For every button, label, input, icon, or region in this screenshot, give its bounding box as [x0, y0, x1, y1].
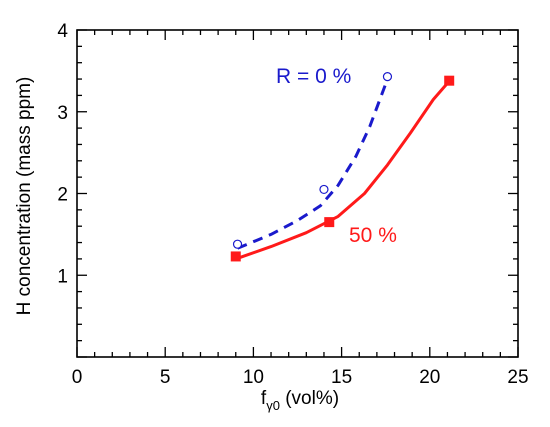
x-tick-label: 5 [160, 367, 171, 388]
x-tick-label: 0 [72, 367, 83, 388]
data-point-r0 [382, 71, 393, 82]
series-line-r0 [236, 78, 389, 250]
plot-layer [230, 71, 455, 262]
data-point-r0 [232, 239, 243, 249]
x-axis-label-suffix: (vol%) [280, 388, 339, 409]
series-label-r0: R = 0 % [276, 65, 351, 88]
series-line-r50 [235, 78, 453, 261]
axis-layer: 0 5 10 15 20 25 1 2 3 4 [57, 21, 528, 388]
data-point-r0 [319, 184, 329, 195]
x-axis-label: fγ0 (vol%) [261, 388, 339, 413]
x-axis-label-subscript: γ0 [266, 398, 280, 413]
y-tick-label: 4 [57, 21, 68, 42]
x-tick-label: 20 [419, 367, 440, 388]
y-tick-label: 1 [57, 266, 68, 287]
x-tick-label: 10 [243, 367, 264, 388]
data-point-r50 [324, 217, 335, 228]
series-label-r50: 50 % [349, 224, 397, 247]
y-tick-label: 2 [57, 185, 68, 206]
x-axis-label-base: f [261, 388, 267, 409]
data-point-r50 [230, 251, 241, 262]
x-tick-label: 25 [507, 367, 528, 388]
y-tick-label: 3 [57, 103, 68, 124]
y-axis-label: H concentration (mass ppm) [14, 77, 35, 316]
label-layer: H concentration (mass ppm) fγ0 (vol%) R … [14, 65, 397, 413]
data-point-r50 [444, 75, 455, 86]
x-tick-label: 15 [331, 367, 352, 388]
